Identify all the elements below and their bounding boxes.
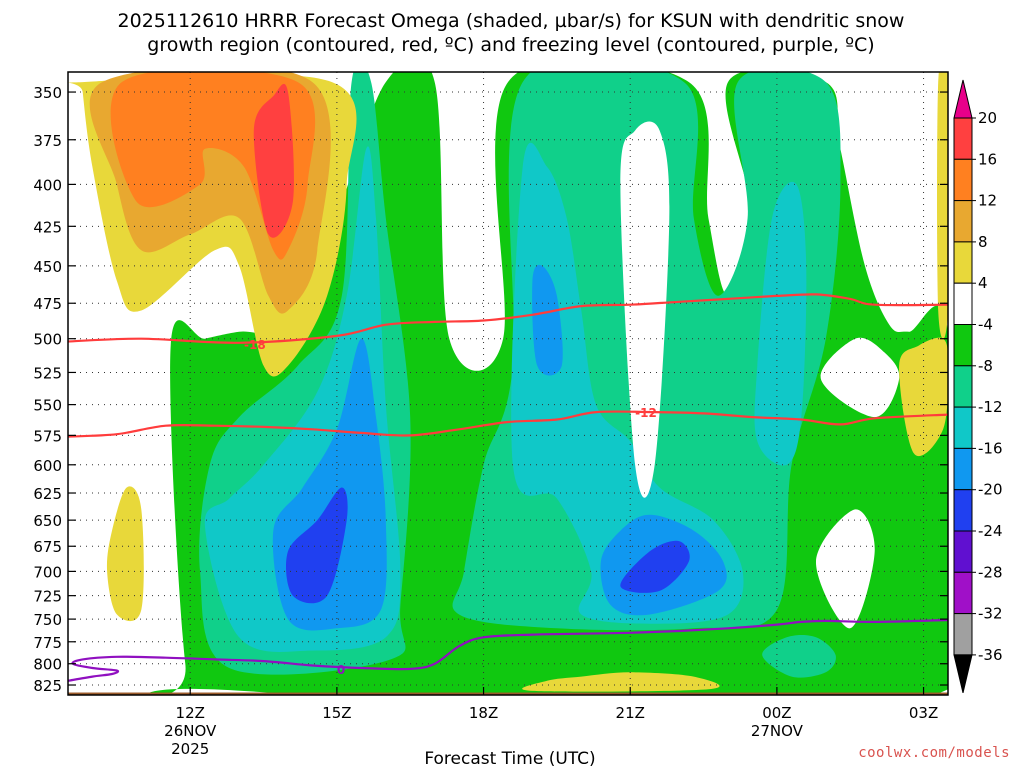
colorbar-swatch-13 [953, 613, 973, 656]
colorbar-swatch-7 [953, 365, 973, 408]
omega-region-11 [620, 540, 690, 593]
colorbar-swatch-2 [953, 158, 973, 202]
contour-label-2: 0 [337, 663, 345, 677]
x-tick-label-2: 18Z [469, 704, 498, 722]
colorbar-swatch-11 [953, 530, 973, 573]
x-tick-date-0: 26NOV [164, 722, 217, 740]
colorbar-label-7: -12 [978, 398, 1003, 416]
omega-region-3 [762, 635, 836, 678]
colorbar-label-10: -24 [978, 522, 1003, 540]
x-tick-year-0: 2025 [171, 740, 209, 758]
credit-text: coolwx.com/models [858, 745, 1010, 761]
colorbar-label-5: -4 [978, 316, 993, 334]
colorbar-label-1: 16 [978, 150, 997, 168]
y-tick-label-3: 425 [33, 218, 62, 236]
x-tick-label-4: 00Z [762, 704, 791, 722]
colorbar-label-2: 12 [978, 192, 997, 210]
omega-region-14 [815, 509, 875, 629]
colorbar-swatch-12 [953, 571, 973, 615]
contour-line-0 [68, 293, 948, 344]
colorbar-swatch-8 [953, 406, 973, 449]
x-tick-label-1: 15Z [322, 704, 351, 722]
contour-line-2 [68, 618, 948, 682]
y-tick-label-0: 350 [33, 84, 62, 102]
contour-line-1 [68, 410, 948, 438]
y-tick-label-15: 725 [33, 588, 62, 606]
omega-region-13 [820, 337, 900, 418]
omega-region-5 [511, 142, 744, 624]
ground-band [68, 692, 948, 695]
colorbar-top-arrow [953, 79, 973, 119]
colorbar-swatch-10 [953, 489, 973, 532]
y-tick-label-1: 375 [33, 132, 62, 150]
colorbar-swatch-9 [953, 447, 973, 491]
colorbar-swatch-4 [953, 241, 973, 284]
y-tick-label-10: 600 [33, 457, 62, 475]
omega-region-9 [532, 264, 563, 376]
contour-lines: -18 -12 0 [68, 293, 948, 682]
omega-shading [68, 72, 948, 695]
y-tick-label-5: 475 [33, 295, 62, 313]
chart-title-line2: growth region (contoured, red, ºC) and f… [147, 34, 874, 56]
y-tick-label-6: 500 [33, 331, 62, 349]
colorbar-label-8: -16 [978, 439, 1003, 457]
colorbar-swatch-3 [953, 200, 973, 243]
colorbar-label-9: -20 [978, 481, 1003, 499]
colorbar-label-3: 8 [978, 233, 988, 251]
y-tick-label-4: 450 [33, 258, 62, 276]
omega-region-22 [937, 72, 948, 339]
y-tick-label-19: 825 [33, 677, 62, 695]
y-tick-label-11: 625 [33, 485, 62, 503]
colorbar-swatch-6 [953, 324, 973, 367]
y-tick-label-12: 650 [33, 512, 62, 530]
y-tick-label-8: 550 [33, 397, 62, 415]
omega-region-21 [522, 672, 720, 692]
y-tick-label-16: 750 [33, 611, 62, 629]
x-tick-label-3: 21Z [616, 704, 645, 722]
y-tick-label-17: 775 [33, 634, 62, 652]
y-tick-label-18: 800 [33, 656, 62, 674]
colorbar-label-12: -32 [978, 605, 1003, 623]
y-tick-label-9: 575 [33, 427, 62, 445]
omega-region-18 [253, 83, 294, 238]
colorbar-label-13: -36 [978, 646, 1003, 664]
y-tick-label-14: 700 [33, 563, 62, 581]
ground-terrain [68, 692, 948, 695]
x-tick-date-4: 27NOV [751, 722, 804, 740]
contour-label-0: -18 [244, 338, 266, 352]
y-tick-label-2: 400 [33, 176, 62, 194]
plot-frame [67, 71, 949, 696]
colorbar-bottom-arrow [953, 654, 973, 694]
chart-title-line1: 2025112610 HRRR Forecast Omega (shaded, … [118, 10, 905, 32]
colorbar: 20 16 12 8 4 -4 -8 -12 -16 -20 -24 -28 -32 -36 [953, 79, 1003, 694]
colorbar-label-0: 20 [978, 109, 997, 127]
omega-region-6 [754, 181, 807, 466]
colorbar-label-11: -28 [978, 563, 1003, 581]
colorbar-swatch-5 [953, 282, 973, 326]
omega-region-10 [286, 487, 348, 604]
x-tick-label-0: 12Z [176, 704, 205, 722]
colorbar-swatch-1 [953, 117, 973, 160]
x-tick-label-5: 03Z [909, 704, 938, 722]
omega-region-12 [620, 121, 670, 498]
x-axis-label: Forecast Time (UTC) [424, 749, 595, 768]
y-tick-label-7: 525 [33, 364, 62, 382]
y-tick-label-13: 675 [33, 538, 62, 556]
colorbar-label-4: 4 [978, 274, 988, 292]
contour-label-1: -12 [635, 406, 657, 420]
colorbar-label-6: -8 [978, 357, 993, 375]
y-axis: 350 375 400 425 450 475 500 525 550 575 600 625 650 6… [33, 84, 948, 695]
